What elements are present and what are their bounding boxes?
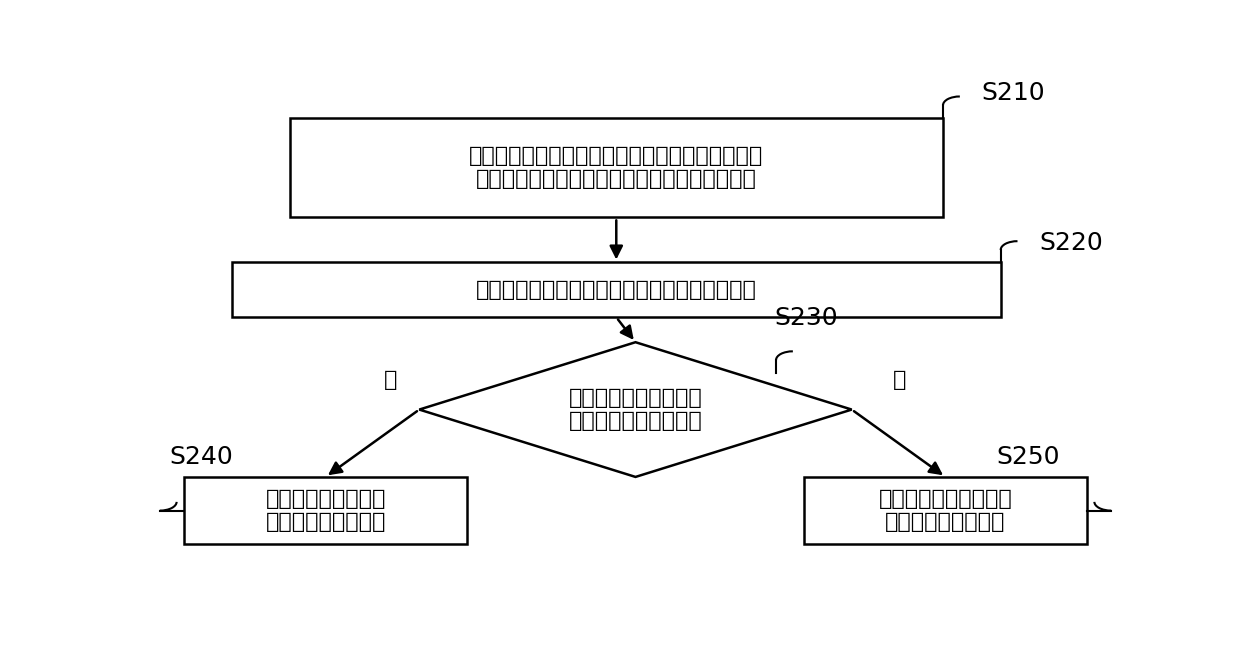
Text: 判定所述前端接口成
功调用所述后端接口: 判定所述前端接口成 功调用所述后端接口 [265, 489, 386, 532]
Text: 判定所述前端接口未成
功调用所述后端接口: 判定所述前端接口未成 功调用所述后端接口 [879, 489, 1012, 532]
Text: 判断所述返回数据是否
与所述预设规则相匹配: 判断所述返回数据是否 与所述预设规则相匹配 [569, 388, 702, 431]
FancyBboxPatch shape [184, 477, 467, 544]
Polygon shape [419, 342, 852, 477]
Text: S220: S220 [1039, 231, 1102, 255]
Text: S250: S250 [996, 445, 1059, 469]
Text: S240: S240 [170, 445, 233, 469]
Text: 否: 否 [893, 369, 906, 389]
Text: S210: S210 [982, 81, 1045, 105]
Text: 是: 是 [383, 369, 397, 389]
FancyBboxPatch shape [232, 262, 1001, 318]
Text: S230: S230 [775, 306, 838, 330]
Text: 从预存接口文件中获取所述返回数据的预设规则: 从预存接口文件中获取所述返回数据的预设规则 [476, 280, 756, 300]
FancyBboxPatch shape [804, 477, 1087, 544]
Text: 若检测到前端接口调用后端接口，通过预设方式获
得所述后端接口发送至所述前端接口的返回数据: 若检测到前端接口调用后端接口，通过预设方式获 得所述后端接口发送至所述前端接口的… [469, 146, 764, 189]
FancyBboxPatch shape [290, 118, 944, 218]
